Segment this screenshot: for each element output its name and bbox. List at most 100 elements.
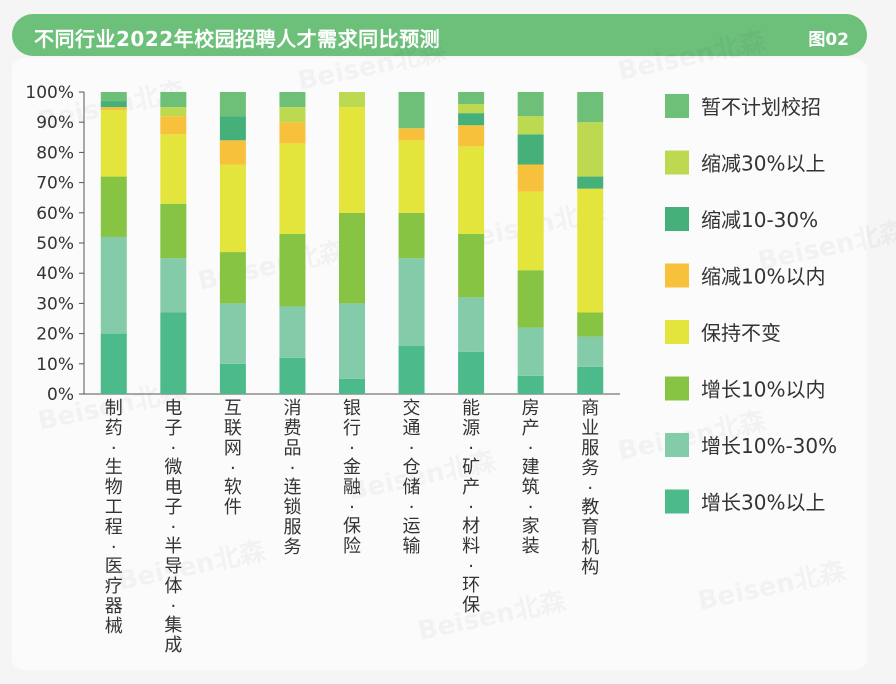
bar-segment xyxy=(398,212,425,259)
bar-segment xyxy=(517,327,544,376)
x-tick-label-char: 能 xyxy=(462,398,480,419)
x-tick-label-char: 服 xyxy=(283,517,301,538)
legend-swatch xyxy=(665,433,689,457)
bar-segment xyxy=(160,312,187,394)
bar-segment xyxy=(279,122,306,144)
x-tick-label-char: 件 xyxy=(224,497,242,518)
bar-segment xyxy=(577,176,604,189)
bar-segment xyxy=(279,233,306,307)
x-tick-label-char: 融 xyxy=(343,477,361,498)
bar-segment xyxy=(100,107,127,111)
legend-label: 暂不计划校招 xyxy=(701,95,821,119)
x-tick-label-char: · xyxy=(587,478,593,499)
bar-segment xyxy=(517,116,544,135)
x-tick-label-char: 微 xyxy=(164,457,182,478)
bar-segment xyxy=(517,375,544,394)
bar-segment xyxy=(279,306,306,358)
bar-segment xyxy=(458,104,485,114)
x-tick-label-char: · xyxy=(528,438,534,459)
y-tick-label: 30% xyxy=(36,294,74,314)
bar-segment xyxy=(458,233,485,298)
x-tick-label-char: 费 xyxy=(283,418,301,439)
bar-segment xyxy=(339,92,365,108)
x-tick-label-char: 程 xyxy=(105,517,123,538)
x-tick-label-char: 险 xyxy=(343,536,361,557)
bar-segment xyxy=(458,146,485,234)
bar-segment xyxy=(458,297,485,352)
bar-segment xyxy=(160,116,187,135)
bar-segment xyxy=(219,252,246,304)
x-tick-label-char: 成 xyxy=(164,635,182,656)
x-tick-label-char: 机 xyxy=(581,537,599,558)
figure-number: 图02 xyxy=(808,30,849,50)
bar-segment xyxy=(458,113,485,126)
bar-segment xyxy=(577,366,604,394)
legend-label: 缩减10%以内 xyxy=(701,265,825,289)
x-tick-label-char: 商 xyxy=(581,398,599,419)
x-tick-label-char: · xyxy=(349,497,355,518)
chart-header: 不同行业2022年校园招聘人才需求同比预测 图02 xyxy=(12,14,867,56)
bar-segment xyxy=(517,164,544,192)
legend-label: 增长30%以上 xyxy=(701,491,825,515)
x-tick-label-char: · xyxy=(468,556,474,577)
bar-segment xyxy=(577,336,604,367)
bar-segment xyxy=(219,303,246,364)
x-tick-label-char: 制 xyxy=(105,398,123,419)
bar-segment xyxy=(100,236,127,334)
x-tick-label-char: · xyxy=(468,438,474,459)
x-tick-label-char: 材 xyxy=(462,516,480,537)
x-tick-label-char: 金 xyxy=(343,457,361,478)
x-tick-label-char: 环 xyxy=(462,575,480,596)
y-tick-label: 80% xyxy=(36,143,74,163)
bar-segment xyxy=(100,110,127,177)
x-tick-label-char: · xyxy=(170,517,176,538)
x-tick-label-char: 房 xyxy=(522,398,540,419)
x-tick-label-char: 子 xyxy=(164,497,182,518)
x-tick-label-char: 连 xyxy=(283,477,301,498)
y-tick-label: 60% xyxy=(36,204,74,224)
x-tick-label-char: 软 xyxy=(224,477,242,498)
x-tick-label-char: 网 xyxy=(224,438,242,459)
y-tick-label: 10% xyxy=(36,355,74,375)
y-tick-label: 100% xyxy=(25,83,74,103)
x-tick-label-char: 器 xyxy=(105,596,123,617)
x-tick-label-char: 输 xyxy=(403,536,421,557)
bar-segment xyxy=(279,143,306,234)
x-tick-label-char: 建 xyxy=(522,457,540,478)
x-tick-label-char: 保 xyxy=(462,595,480,616)
x-tick-label-char: · xyxy=(290,458,296,479)
bar-segment xyxy=(339,212,365,304)
x-tick-label-char: · xyxy=(111,537,117,558)
bar-segment xyxy=(160,92,187,108)
x-tick-label-char: 品 xyxy=(283,438,301,459)
legend-label: 增长10%-30% xyxy=(701,434,837,458)
bar-segment xyxy=(339,107,365,213)
watermark-text: Beisen北森 xyxy=(615,26,769,87)
legend-swatch xyxy=(665,320,689,344)
bar-segment xyxy=(219,363,246,394)
x-tick-label-char: 运 xyxy=(403,516,421,537)
bar-segment xyxy=(160,134,187,204)
bar-segment xyxy=(219,116,246,141)
bar-segment xyxy=(398,345,425,394)
y-tick-label: 90% xyxy=(36,113,74,133)
x-tick-label-char: 物 xyxy=(105,477,123,498)
bar-segment xyxy=(279,92,306,108)
x-tick-label-char: 械 xyxy=(105,616,123,637)
y-tick-label: 70% xyxy=(36,174,74,194)
bar-segment xyxy=(100,101,127,108)
x-tick-label-char: 源 xyxy=(462,418,480,439)
x-tick-label-char: 保 xyxy=(343,516,361,537)
bar-segment xyxy=(458,92,485,105)
legend-swatch xyxy=(665,207,689,231)
x-tick-label-char: · xyxy=(528,497,534,518)
bar-segment xyxy=(160,258,187,313)
bar-segment xyxy=(517,270,544,328)
x-tick-label-char: 务 xyxy=(581,458,599,479)
bar-segment xyxy=(577,92,604,123)
legend-swatch xyxy=(665,489,689,514)
x-tick-label-char: 通 xyxy=(403,418,421,439)
x-tick-label-char: · xyxy=(111,438,117,459)
legend-swatch xyxy=(665,94,689,118)
